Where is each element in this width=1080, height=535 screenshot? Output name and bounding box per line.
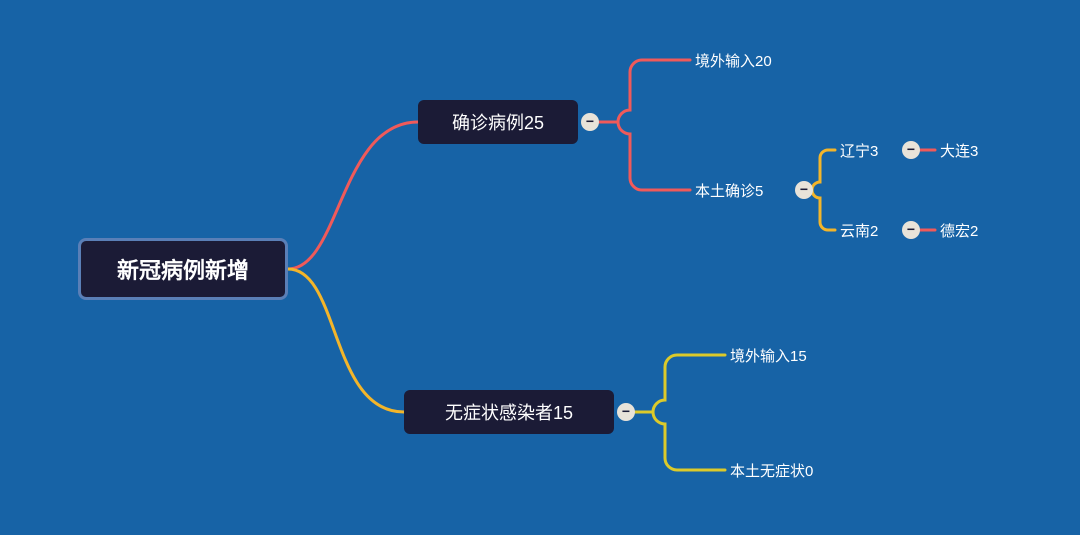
node-root[interactable]: 新冠病例新增 (78, 238, 288, 300)
node-domestic5: 本土确诊5 (695, 180, 763, 201)
collapse-toggle-liaoning3[interactable]: − (902, 141, 920, 159)
node-domestic_asym0: 本土无症状0 (730, 460, 813, 481)
collapse-toggle-domestic5[interactable]: − (795, 181, 813, 199)
collapse-toggle-asym[interactable]: − (617, 403, 635, 421)
edge (630, 355, 725, 412)
node-dalian3: 大连3 (940, 140, 978, 161)
node-asym[interactable]: 无症状感染者15 (404, 390, 614, 434)
node-label: 本土无症状0 (730, 463, 813, 480)
edge (288, 122, 418, 269)
node-dehong2: 德宏2 (940, 220, 978, 241)
node-label: 德宏2 (940, 223, 978, 240)
node-label: 境外输入20 (695, 53, 772, 70)
collapse-toggle-confirmed[interactable]: − (581, 113, 599, 131)
node-liaoning3: 辽宁3 (840, 140, 878, 161)
node-label: 新冠病例新增 (117, 253, 249, 285)
edge (810, 190, 835, 230)
mindmap-canvas: 新冠病例新增 确诊病例25 − 无症状感染者15 − 境外输入20 本土确诊5 − 辽宁3 − 大连… (0, 0, 1080, 535)
collapse-toggle-yunnan2[interactable]: − (902, 221, 920, 239)
node-label: 无症状感染者15 (445, 399, 573, 425)
node-imported20: 境外输入20 (695, 50, 772, 71)
node-yunnan2: 云南2 (840, 220, 878, 241)
node-confirmed[interactable]: 确诊病例25 (418, 100, 578, 144)
node-imported15: 境外输入15 (730, 345, 807, 366)
edge (810, 150, 835, 190)
edge (595, 60, 690, 122)
edge (630, 412, 725, 470)
edge (288, 269, 404, 412)
node-label: 境外输入15 (730, 348, 807, 365)
node-label: 本土确诊5 (695, 183, 763, 200)
edge (595, 122, 690, 190)
node-label: 大连3 (940, 143, 978, 160)
node-label: 确诊病例25 (452, 109, 544, 135)
node-label: 辽宁3 (840, 143, 878, 160)
node-label: 云南2 (840, 223, 878, 240)
